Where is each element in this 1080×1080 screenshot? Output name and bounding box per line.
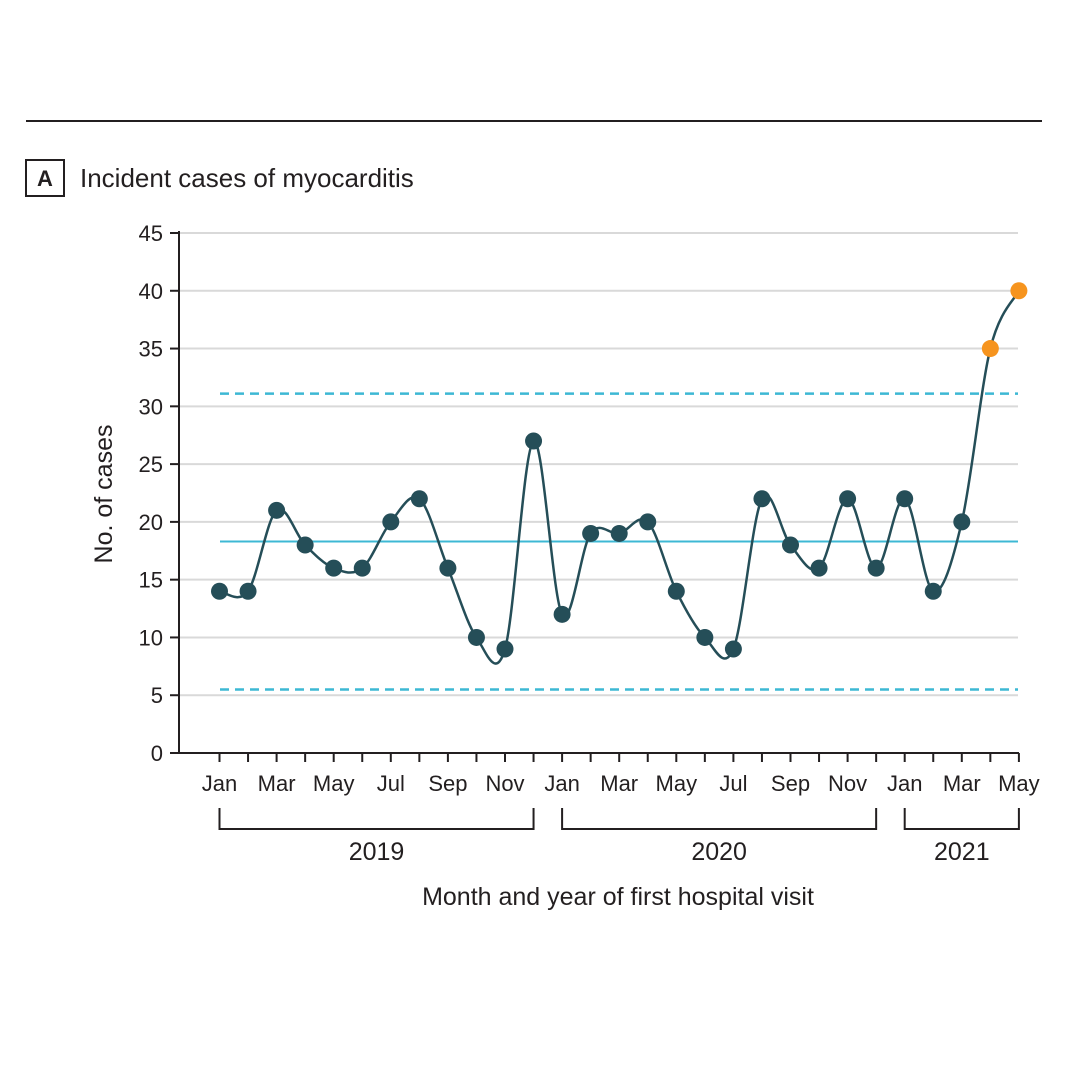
- data-point: [924, 582, 942, 600]
- x-tick-labels: Jan Mar May Jul Sep Nov Jan Mar May Jul Sep Nov Jan M…: [202, 771, 1040, 796]
- x-tick-label: May: [656, 771, 698, 796]
- year-bracket: [218, 808, 535, 830]
- chart-title: Incident cases of myocarditis: [80, 163, 414, 193]
- panel-letter: A: [37, 166, 53, 191]
- data-point: [839, 490, 857, 508]
- x-tick-label: Nov: [828, 771, 867, 796]
- x-tick-label: Jul: [377, 771, 405, 796]
- y-tick-label: 0: [151, 741, 163, 766]
- data-point: [467, 628, 485, 646]
- data-point: [696, 628, 714, 646]
- series-line: [219, 290, 1021, 665]
- data-point: [724, 640, 742, 658]
- y-tick-label: 20: [139, 510, 163, 535]
- x-tick-label: Jan: [544, 771, 579, 796]
- y-tick-label: 25: [139, 452, 163, 477]
- y-tick-label: 45: [139, 221, 163, 246]
- y-tick-label: 10: [139, 625, 163, 650]
- data-point: [582, 524, 600, 542]
- data-point: [410, 490, 428, 508]
- x-tick-label: Sep: [771, 771, 810, 796]
- x-tick-label: Nov: [485, 771, 524, 796]
- y-tick-label: 40: [139, 279, 163, 304]
- data-point: [496, 640, 514, 658]
- data-point: [867, 559, 885, 577]
- data-point: [610, 524, 628, 542]
- highlighted-data-point: [981, 340, 999, 358]
- data-point: [353, 559, 371, 577]
- panel-letter-box: [25, 159, 65, 197]
- x-tick-label: Mar: [258, 771, 296, 796]
- grid-lines: [179, 232, 1018, 697]
- year-label: 2020: [691, 838, 747, 866]
- year-label: 2019: [349, 838, 405, 866]
- x-tick-label: May: [313, 771, 355, 796]
- x-tick-label: Jan: [202, 771, 237, 796]
- year-brackets: 2019 2020 2021: [218, 808, 1020, 866]
- axes: 0 5 10 15 20 25 30 35 40 45: [139, 221, 1020, 766]
- x-tick-label: Jul: [719, 771, 747, 796]
- data-point: [382, 513, 400, 531]
- y-tick-label: 15: [139, 568, 163, 593]
- year-label: 2021: [934, 838, 990, 866]
- y-tick-label: 35: [139, 337, 163, 362]
- x-tick-label: Mar: [943, 771, 981, 796]
- data-point: [810, 559, 828, 577]
- x-tick-label: Sep: [428, 771, 467, 796]
- data-point: [639, 513, 657, 531]
- year-bracket: [903, 808, 1020, 830]
- x-axis-label: Month and year of first hospital visit: [422, 883, 814, 911]
- data-point: [525, 432, 543, 450]
- data-point: [953, 513, 971, 531]
- x-tick-label: May: [998, 771, 1040, 796]
- y-tick-label: 30: [139, 394, 163, 419]
- y-axis-label: No. of cases: [90, 425, 118, 564]
- data-point: [782, 536, 799, 554]
- data-point: [753, 490, 771, 508]
- data-point: [667, 582, 685, 600]
- data-point: [268, 501, 286, 519]
- data-point: [896, 490, 914, 508]
- year-bracket: [561, 808, 878, 830]
- x-tick-label: Mar: [600, 771, 638, 796]
- data-points: [211, 282, 1028, 658]
- y-tick-label: 5: [151, 683, 163, 708]
- data-point: [439, 559, 457, 577]
- data-point: [239, 582, 257, 600]
- data-point: [296, 536, 314, 554]
- data-point: [211, 582, 228, 600]
- data-point: [325, 559, 343, 577]
- series-path: [219, 290, 1021, 665]
- highlighted-data-point: [1010, 282, 1028, 300]
- data-point: [553, 605, 571, 623]
- x-tick-label: Jan: [887, 771, 922, 796]
